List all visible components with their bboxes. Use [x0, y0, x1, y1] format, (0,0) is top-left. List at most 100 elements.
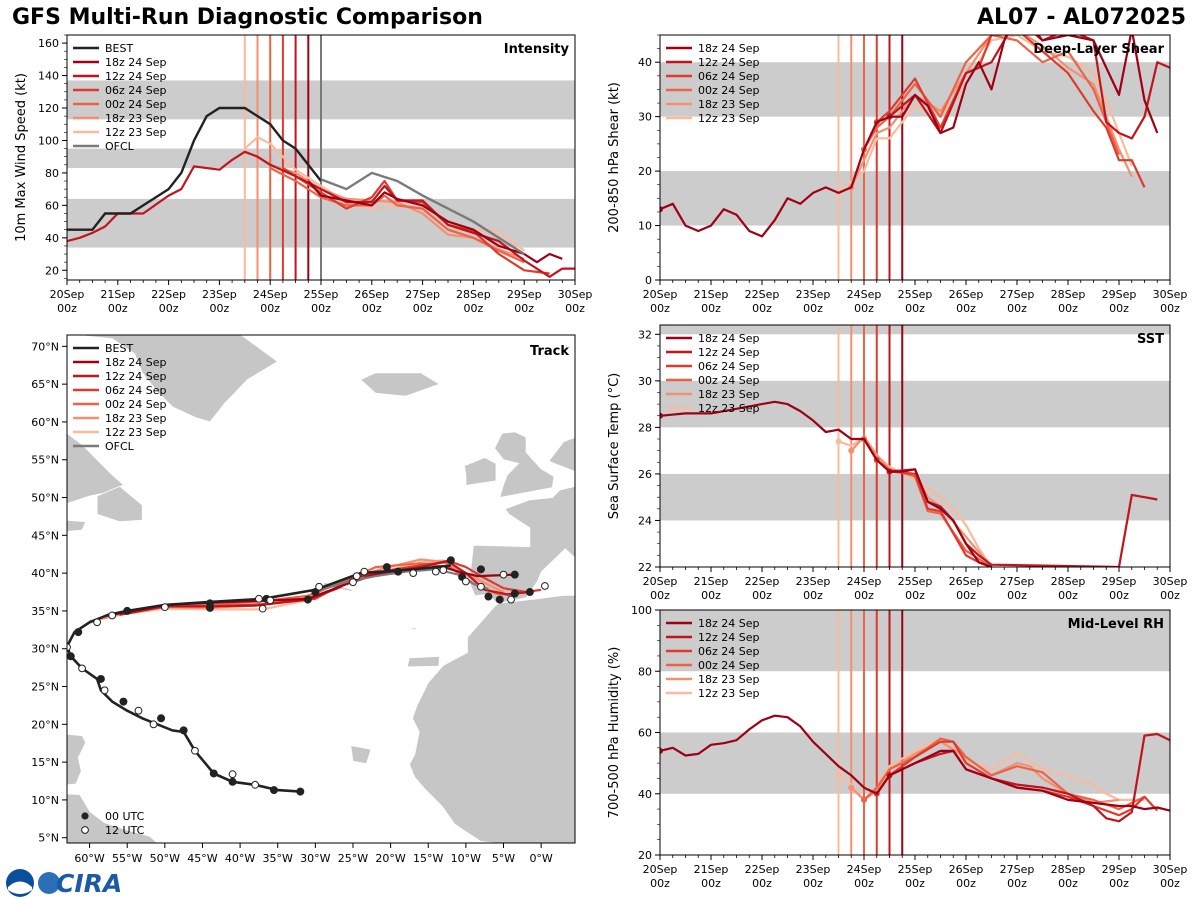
series-group: [660, 714, 1170, 823]
panel-title: Deep-Layer Shear: [1033, 42, 1164, 57]
track-marker-00utc: [484, 592, 493, 601]
x-tick-label-hour: 00z: [1109, 302, 1129, 315]
x-tick-label-day: 23Sep: [796, 575, 831, 588]
x-tick-label-hour: 00z: [1160, 589, 1180, 602]
legend-label: 00z 24 Sep: [698, 659, 760, 672]
x-tick-label-day: 23Sep: [202, 288, 237, 301]
lon-tick-label: 40°W: [225, 852, 255, 865]
legend-label: 18z 24 Sep: [698, 332, 760, 345]
shaded-band: [660, 610, 1170, 672]
legend-label: 00z 24 Sep: [105, 398, 167, 411]
track-marker-12utc: [431, 567, 440, 576]
legend-label: OFCL: [105, 140, 135, 153]
series-line-run-3: [863, 737, 1145, 811]
series-line-run-1: [888, 35, 1170, 140]
x-tick-label-hour: 00z: [650, 302, 670, 315]
y-axis-label: 200-850 hPa Shear (kt): [607, 82, 622, 233]
x-tick-label-day: 29Sep: [1102, 863, 1137, 876]
legend-label: 12z 24 Sep: [698, 346, 760, 359]
x-tick-label-day: 21Sep: [694, 863, 729, 876]
legend-label: 12z 23 Sep: [698, 402, 760, 415]
track-marker-12utc: [409, 569, 418, 578]
track-best: [67, 564, 451, 793]
track-marker-00utc: [495, 595, 504, 604]
y-tick-label: 120: [38, 102, 59, 115]
x-tick-label-day: 25Sep: [304, 288, 339, 301]
legend-label: 18z 23 Sep: [105, 112, 167, 125]
x-tick-label-day: 22Sep: [745, 288, 780, 301]
legend-label: 18z 23 Sep: [698, 673, 760, 686]
legend-label: 18z 24 Sep: [698, 42, 760, 55]
x-tick-label-day: 21Sep: [694, 288, 729, 301]
series-line-run-0: [307, 180, 563, 264]
y-tick-label: 40: [45, 232, 59, 245]
y-axis-label: Sea Surface Temp (°C): [607, 373, 622, 520]
series-start-marker: [861, 796, 867, 803]
lat-tick-label: 50°N: [31, 492, 59, 505]
track-marker-00utc: [119, 697, 128, 706]
panel-title: Intensity: [504, 42, 570, 57]
x-tick-label-hour: 00z: [362, 302, 382, 315]
track-marker-12utc: [477, 582, 485, 591]
track-marker-12utc: [352, 572, 361, 581]
x-tick-label-day: 24Sep: [847, 575, 882, 588]
legend-marker-12utc: [81, 826, 89, 834]
series-start-marker: [835, 772, 842, 779]
y-tick-label: 10: [638, 220, 652, 233]
series-line-run-1: [889, 732, 1170, 823]
x-tick-label-hour: 00z: [956, 302, 976, 315]
cira-logo: CIRA: [56, 869, 122, 898]
series-start-marker: [835, 438, 842, 445]
land-south-america: [67, 793, 158, 843]
x-tick-label-day: 24Sep: [253, 288, 288, 301]
x-tick-label-hour: 00z: [701, 302, 721, 315]
track-marker-12utc: [228, 770, 237, 779]
legend-label: 00z 24 Sep: [698, 374, 760, 387]
land-newfoundland: [96, 485, 143, 523]
x-tick-label-day: 26Sep: [949, 575, 984, 588]
lat-tick-label: 20°N: [31, 718, 59, 731]
track-marker-12utc: [258, 604, 267, 613]
series-start-marker: [848, 784, 855, 791]
series-line-run-2: [876, 35, 1146, 188]
legend-label: 06z 24 Sep: [698, 645, 760, 658]
series-line-run-0: [660, 400, 992, 567]
series-line-run-3: [269, 167, 525, 264]
track-marker-00utc: [510, 570, 519, 579]
x-tick-label-day: 21Sep: [100, 288, 135, 301]
series-group: [660, 400, 1158, 567]
shaded-band: [660, 325, 1170, 335]
series-line-run-0: [660, 35, 1159, 238]
shaded-band: [660, 171, 1170, 226]
logo-group: CIRA: [6, 869, 122, 898]
y-tick-label: 32: [638, 328, 652, 341]
track-marker-12utc: [251, 780, 260, 789]
x-tick-label-day: 20Sep: [643, 863, 678, 876]
rh-panel: 20 40 60 80 100 700-500 hPa Humidity (%) Mid-L…: [607, 604, 1187, 890]
legend-label: 18z 24 Sep: [105, 56, 167, 69]
x-tick-label-day: 27Sep: [1000, 288, 1035, 301]
track-marker-00utc: [74, 628, 83, 637]
track-marker-12utc: [439, 566, 448, 575]
intensity-panel: 20 40 60 80 100 120 140 160 10m Max Wind Speed (…: [14, 34, 592, 315]
x-tick-label-day: 24Sep: [847, 288, 882, 301]
y-tick-label: 60: [45, 199, 59, 212]
track-marker-12utc: [160, 603, 169, 612]
track-marker-00utc: [205, 599, 214, 608]
track-marker-00utc: [303, 595, 312, 604]
x-tick-label-hour: 00z: [413, 302, 433, 315]
legend-label: 00z 24 Sep: [698, 84, 760, 97]
x-tick-label-day: 22Sep: [745, 863, 780, 876]
legend-label: 00z 24 Sep: [105, 98, 167, 111]
x-tick-label-hour: 00z: [956, 877, 976, 890]
series-line-run-0: [660, 714, 1170, 812]
lat-tick-label: 40°N: [31, 567, 59, 580]
y-tick-label: 100: [38, 134, 59, 147]
track-marker-12utc: [93, 618, 102, 627]
x-tick-label-day: 30Sep: [1153, 863, 1188, 876]
legend-label: 18z 23 Sep: [105, 412, 167, 425]
lat-tick-label: 35°N: [31, 605, 59, 618]
x-tick-label-hour: 00z: [905, 877, 925, 890]
lon-tick-label: 30°W: [300, 852, 330, 865]
y-tick-label: 60: [638, 727, 652, 740]
